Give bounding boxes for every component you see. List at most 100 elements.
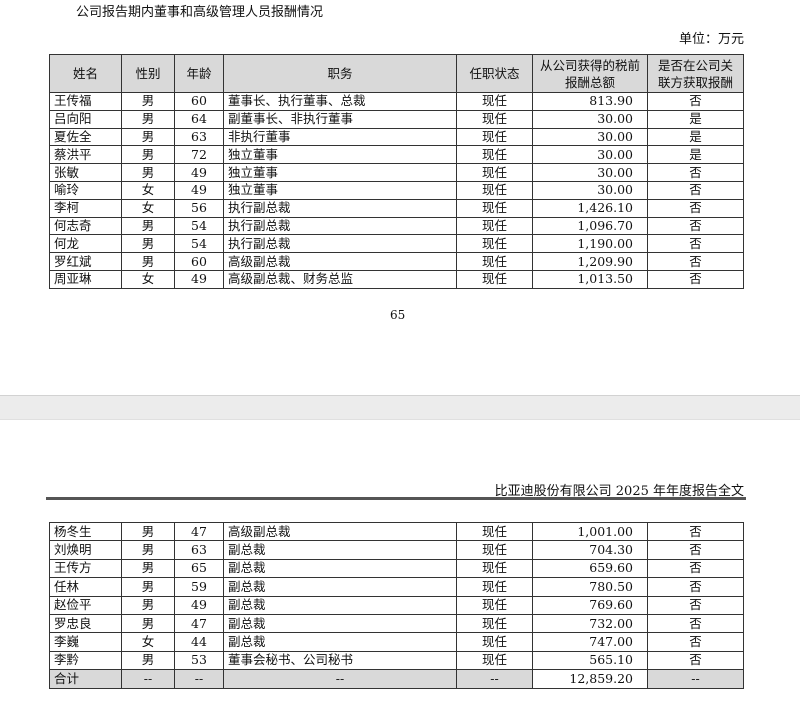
- cell-gender: 男: [121, 613, 175, 634]
- cell-age: 65: [174, 558, 224, 579]
- cell-gender: 男: [121, 127, 175, 147]
- cell-age: 44: [174, 632, 224, 652]
- cell-related-party-pay: 否: [647, 163, 744, 182]
- cell-name: 张敏: [49, 163, 122, 182]
- cell-status: 现任: [456, 577, 533, 597]
- cell-related-party-pay: 是: [647, 109, 744, 129]
- cell-name: 何龙: [49, 234, 122, 254]
- cell-compensation: 30.00: [532, 145, 648, 165]
- cell-age: 64: [174, 109, 224, 129]
- cell-related-party-pay: 否: [647, 577, 744, 597]
- cell-age: 47: [174, 521, 224, 542]
- cell-status: 现任: [456, 180, 533, 200]
- cell-position: 副总裁: [223, 577, 457, 597]
- cell-gender: 女: [121, 632, 175, 652]
- cell-age: 60: [174, 252, 224, 271]
- cell-position: 执行副总裁: [223, 234, 457, 254]
- cell-name: 何志奇: [49, 216, 122, 236]
- table-row: 喻玲女 49 独立董事 现任 30.00 否: [49, 180, 744, 200]
- cell-name: 蔡洪平: [49, 145, 122, 165]
- cell-position: 董事长、执行董事、总裁: [223, 92, 457, 111]
- cell-compensation: 1,426.10: [532, 198, 648, 218]
- header-gender: 性别: [121, 54, 175, 93]
- cell-related-party-pay: 否: [647, 540, 744, 560]
- total-row: 合计 -- -- -- -- 12,859.20 --: [49, 669, 744, 689]
- cell-name: 杨冬生: [49, 521, 122, 542]
- header-rule: [46, 497, 746, 500]
- cell-compensation: 747.00: [532, 632, 648, 652]
- cell-compensation: 704.30: [532, 540, 648, 560]
- cell-related-party-pay: 否: [647, 252, 744, 271]
- cell-compensation: 565.10: [532, 650, 648, 671]
- cell-compensation: 1,001.00: [532, 521, 648, 542]
- cell-compensation: 30.00: [532, 127, 648, 147]
- cell-compensation: 780.50: [532, 577, 648, 597]
- cell-age: 60: [174, 92, 224, 111]
- cell-status: 现任: [456, 558, 533, 579]
- cell-related-party-pay: 否: [647, 632, 744, 652]
- cell-age: 49: [174, 269, 224, 289]
- cell-gender: 男: [121, 252, 175, 271]
- cell-age: 72: [174, 145, 224, 165]
- table-row: 周亚琳女 49 高级副总裁、财务总监 现任 1,013.50 否: [49, 269, 744, 289]
- header-position: 职务: [223, 54, 457, 93]
- section-title: 公司报告期内董事和高级管理人员报酬情况: [76, 5, 324, 20]
- cell-age: 56: [174, 198, 224, 218]
- total-status: --: [456, 669, 533, 689]
- compensation-table-page2: 杨冬生男 47 高级副总裁 现任 1,001.00 否刘焕明男 63 副总裁 现任 704.30 否…: [49, 521, 744, 689]
- cell-position: 副总裁: [223, 595, 457, 615]
- cell-related-party-pay: 否: [647, 269, 744, 289]
- cell-status: 现任: [456, 613, 533, 634]
- cell-gender: 男: [121, 216, 175, 236]
- cell-related-party-pay: 否: [647, 234, 744, 254]
- total-age: --: [174, 669, 224, 689]
- table-row: 张敏男 49 独立董事 现任 30.00 否: [49, 163, 744, 182]
- cell-name: 李柯: [49, 198, 122, 218]
- cell-age: 63: [174, 127, 224, 147]
- cell-status: 现任: [456, 252, 533, 271]
- cell-related-party-pay: 否: [647, 650, 744, 671]
- cell-age: 53: [174, 650, 224, 671]
- cell-status: 现任: [456, 216, 533, 236]
- cell-gender: 男: [121, 109, 175, 129]
- cell-name: 周亚琳: [49, 269, 122, 289]
- table-row: 何志奇男 54 执行副总裁 现任 1,096.70 否: [49, 216, 744, 236]
- cell-status: 现任: [456, 650, 533, 671]
- table-row: 王传福男 60 董事长、执行董事、总裁 现任 813.90 否: [49, 92, 744, 111]
- cell-status: 现任: [456, 198, 533, 218]
- cell-compensation: 30.00: [532, 180, 648, 200]
- cell-gender: 男: [121, 540, 175, 560]
- header-compensation: 从公司获得的税前报酬总额: [532, 54, 648, 93]
- cell-gender: 男: [121, 521, 175, 542]
- header-related-party-pay: 是否在公司关联方获取报酬: [647, 54, 744, 93]
- cell-status: 现任: [456, 632, 533, 652]
- cell-age: 54: [174, 216, 224, 236]
- cell-age: 54: [174, 234, 224, 254]
- cell-name: 任林: [49, 577, 122, 597]
- table-row: 夏佐全男 63 非执行董事 现任 30.00 是: [49, 127, 744, 147]
- header-status: 任职状态: [456, 54, 533, 93]
- cell-age: 63: [174, 540, 224, 560]
- cell-name: 赵俭平: [49, 595, 122, 615]
- cell-related-party-pay: 否: [647, 595, 744, 615]
- running-header: 比亚迪股份有限公司 2025 年年度报告全文: [494, 484, 744, 499]
- cell-position: 董事会秘书、公司秘书: [223, 650, 457, 671]
- cell-position: 高级副总裁: [223, 521, 457, 542]
- cell-gender: 男: [121, 558, 175, 579]
- cell-gender: 男: [121, 145, 175, 165]
- page-number: 65: [390, 308, 406, 322]
- cell-position: 副总裁: [223, 540, 457, 560]
- cell-status: 现任: [456, 92, 533, 111]
- cell-status: 现任: [456, 163, 533, 182]
- cell-age: 49: [174, 163, 224, 182]
- cell-status: 现任: [456, 145, 533, 165]
- cell-status: 现任: [456, 127, 533, 147]
- cell-compensation: 30.00: [532, 109, 648, 129]
- cell-gender: 女: [121, 180, 175, 200]
- cell-name: 罗红斌: [49, 252, 122, 271]
- cell-compensation: 659.60: [532, 558, 648, 579]
- cell-compensation: 813.90: [532, 92, 648, 111]
- total-gender: --: [121, 669, 175, 689]
- total-position: --: [223, 669, 457, 689]
- total-compensation: 12,859.20: [532, 669, 648, 689]
